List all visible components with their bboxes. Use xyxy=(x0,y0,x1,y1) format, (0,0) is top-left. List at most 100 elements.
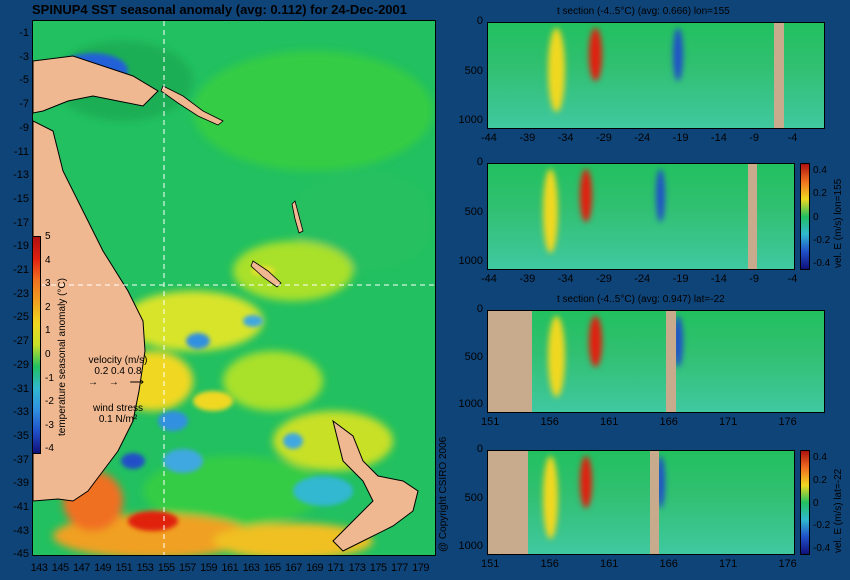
velocity-scale: 0.2 0.4 0.8 xyxy=(94,366,142,377)
panel-y-tick: 1000 xyxy=(458,114,483,126)
map-lat-tick: -21 xyxy=(13,264,29,276)
section-land-mask xyxy=(650,451,660,554)
panel-x-tick: -39 xyxy=(519,132,536,144)
section-anomaly-blob xyxy=(548,316,566,397)
map-lat-tick: -27 xyxy=(13,335,29,348)
velocity-colorbar-tick: 0.2 xyxy=(813,474,827,486)
map-lon-tick: 153 xyxy=(136,562,154,574)
map-lat-tick: -1 xyxy=(19,27,29,39)
velocity-section-plot[interactable] xyxy=(487,163,795,270)
velocity-colorbar xyxy=(800,163,810,270)
new-zealand-land xyxy=(332,419,419,552)
section-anomaly-blob xyxy=(588,28,603,81)
panel-x-tick: -34 xyxy=(557,132,574,144)
velocity-legend: velocity (m/s) 0.2 0.4 0.8 → → ⟶ xyxy=(78,355,158,388)
map-colorbar-tick: -3 xyxy=(45,419,54,431)
map-lat-tick: -19 xyxy=(13,240,29,253)
map-lat-tick: -11 xyxy=(13,145,29,158)
panel-x-tick: -29 xyxy=(595,273,612,285)
map-lat-tick: -13 xyxy=(13,169,29,182)
map-lat-tick: -39 xyxy=(13,477,29,490)
section-land-mask xyxy=(666,311,677,412)
panel-x-tick: 166 xyxy=(659,416,678,428)
sst-map-canvas xyxy=(33,21,435,555)
section-land-mask xyxy=(773,23,784,128)
panel-x-tick: -44 xyxy=(481,273,497,285)
panel-x-tick: 156 xyxy=(540,416,559,428)
panel-x-tick: -4 xyxy=(787,273,798,285)
new-guinea-land xyxy=(33,55,159,114)
panel-x-tick: 176 xyxy=(778,558,797,570)
map-lon-tick: 143 xyxy=(30,562,48,574)
section-anomaly-blob xyxy=(656,456,666,508)
velocity-colorbar-tick: -0.2 xyxy=(813,234,831,246)
panel-title: t section (-4..5°C) (avg: 0.666) lon=155 xyxy=(557,6,730,17)
panel-x-tick: 176 xyxy=(778,416,797,428)
panel-x-tick: 166 xyxy=(659,558,678,570)
panel-y-tick: 500 xyxy=(464,205,483,218)
map-lon-tick: 179 xyxy=(412,562,430,574)
map-lat-tick: -9 xyxy=(19,121,29,134)
map-lon-tick: 171 xyxy=(327,562,345,574)
panel-x-tick: -24 xyxy=(634,273,651,285)
velocity-label: velocity (m/s) xyxy=(88,355,148,366)
map-colorbar-tick: -1 xyxy=(45,372,54,384)
map-colorbar-tick: -2 xyxy=(45,396,54,408)
panel-y-tick: 0 xyxy=(476,156,483,168)
map-lat-tick: -31 xyxy=(13,382,29,395)
panel-x-tick: -19 xyxy=(672,132,689,144)
panel-x-tick: 161 xyxy=(599,558,619,570)
coast-land-mask xyxy=(488,311,532,412)
map-colorbar-tick: 4 xyxy=(45,254,51,266)
map-colorbar-tick: 5 xyxy=(45,231,51,242)
panel-x-tick: -24 xyxy=(634,132,651,144)
map-lon-tick: 167 xyxy=(284,562,302,574)
map-lon-tick: 175 xyxy=(369,562,387,574)
panel-x-tick: 151 xyxy=(481,558,500,570)
australia-land xyxy=(33,120,146,502)
map-lon-tick: 149 xyxy=(94,562,112,574)
map-lat-tick: -45 xyxy=(13,548,29,561)
section-anomaly-blob xyxy=(672,316,683,367)
panel-x-tick: -4 xyxy=(787,132,798,144)
panel-x-tick: 151 xyxy=(481,416,500,428)
map-lat-tick: -43 xyxy=(13,524,29,537)
map-lon-tick: 145 xyxy=(51,562,69,574)
panel-y-tick: 0 xyxy=(476,303,483,315)
velocity-colorbar-label: vel. E (m/s) lon=155 xyxy=(833,178,844,268)
panel-title: t section (-4..5°C) (avg: 0.947) lat=-22 xyxy=(557,294,725,305)
velocity-colorbar-tick: 0.4 xyxy=(813,165,827,176)
map-lon-tick: 177 xyxy=(390,562,408,574)
map-lat-tick: -35 xyxy=(13,429,29,442)
section-anomaly-blob xyxy=(588,316,603,367)
velocity-colorbar-tick: 0 xyxy=(813,211,819,223)
velocity-colorbar-tick: -0.4 xyxy=(813,258,831,269)
panel-x-tick: 171 xyxy=(718,558,738,570)
panel-x-tick: 156 xyxy=(540,558,559,570)
map-lon-tick: 155 xyxy=(157,562,175,574)
map-lat-tick: -17 xyxy=(13,216,29,229)
coast-land-mask xyxy=(488,451,528,554)
sst-map[interactable] xyxy=(32,20,436,556)
map-lat-tick: -5 xyxy=(19,74,29,87)
section-anomaly-blob xyxy=(579,456,593,508)
map-title: SPINUP4 SST seasonal anomaly (avg: 0.112… xyxy=(32,2,408,17)
map-lon-tick: 161 xyxy=(221,562,239,574)
new-caledonia-land xyxy=(250,260,282,288)
velocity-section-plot[interactable] xyxy=(487,22,825,129)
panel-x-tick: -29 xyxy=(595,132,612,144)
map-lat-tick: -29 xyxy=(13,358,29,371)
panel-x-tick: -34 xyxy=(557,273,574,285)
velocity-colorbar-tick: -0.4 xyxy=(813,543,831,554)
map-colorbar-tick: 3 xyxy=(45,278,51,290)
velocity-section-plot[interactable] xyxy=(487,310,825,413)
map-lat-tick: -7 xyxy=(19,98,29,111)
map-colorbar-tick: 0 xyxy=(45,349,51,360)
section-anomaly-blob xyxy=(543,169,559,254)
panel-y-tick: 500 xyxy=(464,64,483,77)
panel-x-tick: 171 xyxy=(718,416,738,428)
map-lat-tick: -15 xyxy=(13,192,29,205)
section-anomaly-blob xyxy=(548,28,566,113)
section-anomaly-blob xyxy=(543,456,559,539)
velocity-section-plot[interactable] xyxy=(487,450,795,555)
